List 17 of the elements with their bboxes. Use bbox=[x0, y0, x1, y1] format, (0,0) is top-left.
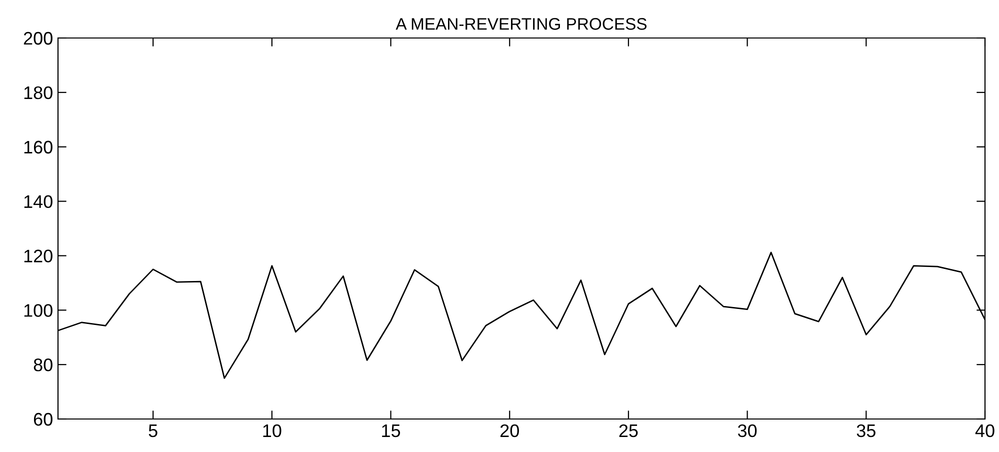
y-tick-label: 60 bbox=[34, 412, 52, 426]
y-tick-label: 80 bbox=[34, 358, 52, 372]
y-tick-label: 200 bbox=[24, 32, 52, 45]
x-tick-label: 25 bbox=[619, 424, 638, 438]
y-tick-label: 180 bbox=[24, 86, 52, 100]
y-tick-label: 160 bbox=[24, 140, 52, 154]
chart-title: A MEAN-REVERTING PROCESS bbox=[396, 18, 647, 30]
x-tick-label: 35 bbox=[856, 424, 876, 438]
x-tick-label: 20 bbox=[500, 424, 519, 438]
y-tick-label: 100 bbox=[24, 304, 52, 317]
x-tick-label: 15 bbox=[382, 424, 400, 438]
x-tick-label: 5 bbox=[148, 424, 158, 438]
y-tick-label: 140 bbox=[24, 195, 52, 208]
x-tick-label: 10 bbox=[263, 424, 282, 438]
y-tick-label: 120 bbox=[24, 250, 52, 262]
x-tick-label: 30 bbox=[738, 424, 757, 438]
x-tick-label: 40 bbox=[975, 424, 994, 438]
